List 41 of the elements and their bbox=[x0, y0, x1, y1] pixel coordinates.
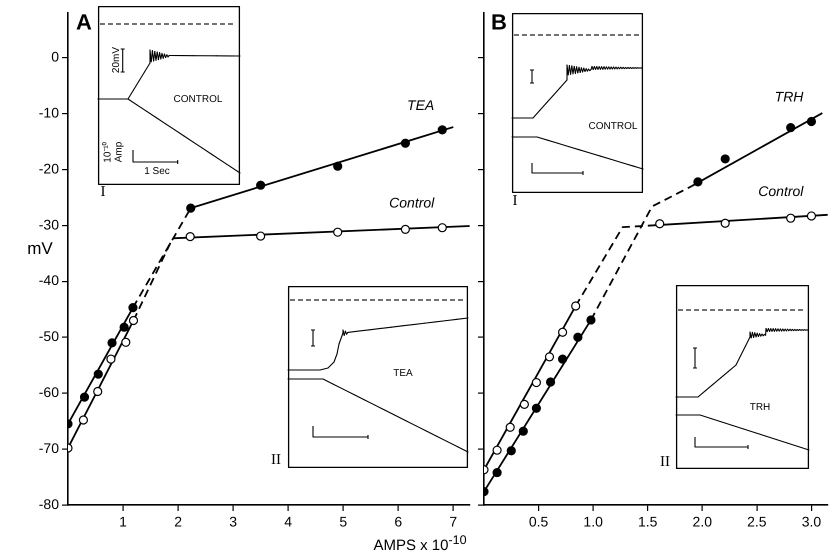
annotation: TEA bbox=[393, 368, 413, 380]
y-tick-label: -40 bbox=[38, 272, 60, 288]
series-label: Control bbox=[758, 182, 804, 199]
x-tick-label: 7 bbox=[449, 513, 458, 530]
series-label: TEA bbox=[407, 96, 434, 113]
annotation: II bbox=[660, 454, 670, 471]
x-axis-title: AMPS x 10$^{-10}$ bbox=[373, 533, 467, 554]
annotation: TRH bbox=[750, 402, 770, 414]
x-tick-label: 3.0 bbox=[802, 513, 822, 530]
x-tick-label: 6 bbox=[394, 513, 402, 530]
x-tick-label: 5 bbox=[339, 513, 348, 530]
annotation: I bbox=[100, 184, 106, 201]
annotation: I bbox=[512, 193, 518, 210]
annotation: II bbox=[271, 452, 281, 469]
y-tick-label: -60 bbox=[38, 384, 60, 400]
series-label: TRH bbox=[774, 88, 804, 104]
annotation: A bbox=[76, 9, 92, 34]
annotation: CONTROL bbox=[588, 120, 638, 132]
x-tick-label: 0.5 bbox=[528, 513, 549, 530]
annotation: 20mV bbox=[110, 46, 122, 74]
y-tick-label: -30 bbox=[38, 216, 60, 232]
annotation: B bbox=[491, 9, 507, 34]
x-tick-label: 1 bbox=[119, 513, 128, 530]
series-label: Control bbox=[389, 194, 436, 211]
annotation: 1 Sec bbox=[144, 166, 170, 178]
x-tick-label: 2.5 bbox=[747, 513, 767, 530]
x-tick-label: 4 bbox=[284, 513, 292, 530]
x-tick-label: 2 bbox=[174, 513, 182, 530]
y-axis-title: mV bbox=[27, 239, 53, 258]
y-tick-label: -10 bbox=[38, 104, 60, 120]
y-tick-label: 0 bbox=[51, 48, 60, 65]
x-tick-label: 2.0 bbox=[692, 513, 712, 530]
x-tick-label: 1.5 bbox=[638, 513, 658, 530]
annotation: 10⁻¹⁰ Amp bbox=[102, 140, 124, 165]
y-tick-label: -70 bbox=[38, 440, 60, 456]
annotation: CONTROL bbox=[174, 94, 222, 106]
y-tick-label: -80 bbox=[38, 496, 60, 512]
x-tick-label: 1.0 bbox=[583, 513, 604, 530]
x-tick-label: 3 bbox=[229, 513, 238, 530]
y-tick-label: -50 bbox=[38, 328, 60, 344]
y-tick-label: -20 bbox=[38, 160, 60, 176]
